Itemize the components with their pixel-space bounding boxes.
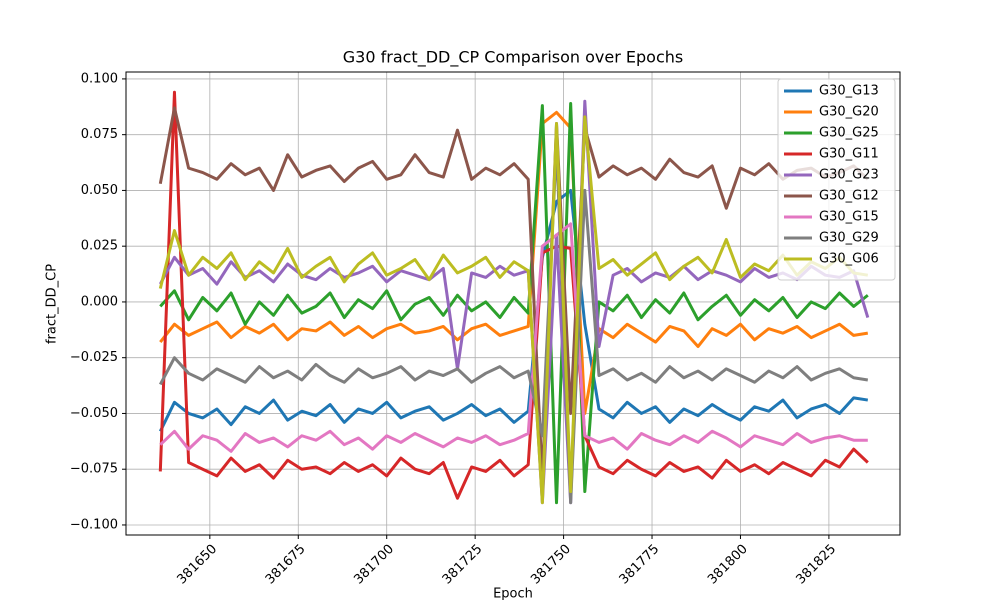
legend-label: G30_G13: [819, 84, 879, 99]
series-line: [158, 115, 869, 505]
series-line: [158, 106, 869, 482]
legend-label: G30_G23: [819, 168, 879, 183]
series-line: [158, 144, 869, 505]
x-axis-label: Epoch: [493, 587, 533, 600]
chart-title: G30 fract_DD_CP Comparison over Epochs: [343, 48, 683, 68]
y-tick-label: −0.100: [70, 517, 118, 532]
legend-label: G30_G15: [819, 210, 879, 225]
plot-frame: [125, 71, 901, 536]
y-tick-label: 0.000: [81, 294, 118, 309]
legend-label: G30_G06: [819, 252, 879, 267]
legend-label: G30_G25: [819, 126, 879, 141]
y-tick-label: −0.075: [70, 462, 118, 477]
y-tick-label: −0.025: [70, 350, 118, 365]
legend-box: [777, 78, 896, 281]
y-tick-label: 0.100: [81, 71, 118, 86]
legend-label: G30_G12: [819, 189, 879, 204]
legend-label: G30_G29: [819, 231, 879, 246]
series-line: [158, 188, 869, 432]
series-line: [159, 222, 868, 453]
y-tick-label: 0.050: [81, 183, 118, 198]
y-tick-label: 0.025: [81, 239, 118, 254]
legend-label: G30_G20: [819, 105, 879, 120]
series-line: [158, 99, 870, 505]
y-tick-label: 0.075: [81, 127, 118, 142]
legend-label: G30_G11: [819, 147, 879, 162]
y-axis-label: fract_DD_CP: [45, 264, 60, 344]
series-line: [159, 101, 869, 505]
y-tick-label: −0.050: [70, 406, 118, 421]
series-line: [158, 90, 869, 500]
series-line: [159, 110, 869, 415]
